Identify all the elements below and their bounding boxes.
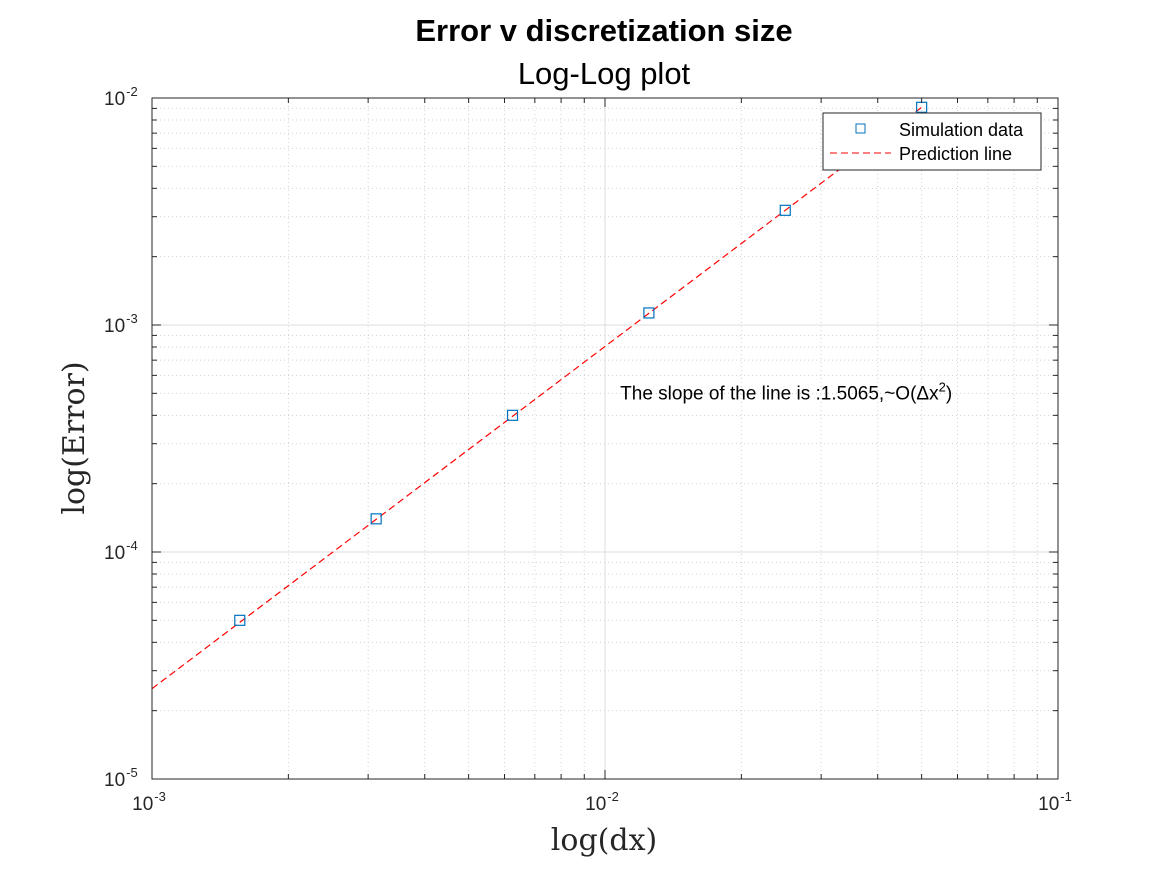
annotation-suffix: ) <box>946 383 952 404</box>
legend-box <box>822 112 1042 171</box>
annotation-prefix: The slope of the line is :1.5065,~O( <box>620 383 917 404</box>
y-axis-label: log(Error) <box>57 361 92 514</box>
x-axis-label: log(dx) <box>551 823 657 858</box>
legend-label-prediction: Prediction line <box>899 144 1012 164</box>
y-tick-exponent: -4 <box>126 538 138 553</box>
x-tick-label: 10-3 <box>132 789 166 815</box>
series-layer <box>151 101 928 690</box>
x-tick-exponent: -1 <box>1060 789 1072 804</box>
y-tick-exponent: -3 <box>126 311 138 326</box>
legend: Simulation data Prediction line <box>822 112 1042 171</box>
annotation-superscript: 2 <box>939 379 946 394</box>
y-tick-exponent: -2 <box>126 84 138 99</box>
prediction-line <box>151 106 922 690</box>
y-tick-label: 10-2 <box>104 84 138 110</box>
x-tick-exponent: -3 <box>154 789 166 804</box>
y-tick-labels: 10-5 10-4 10-3 10-2 <box>104 84 138 791</box>
y-tick-label: 10-4 <box>104 538 138 564</box>
legend-label-simulation: Simulation data <box>899 120 1024 140</box>
y-tick-label: 10-5 <box>104 765 138 791</box>
slope-annotation: The slope of the line is :1.5065,~O(Δx2) <box>620 379 952 404</box>
chart-subtitle: Log-Log plot <box>518 56 691 91</box>
y-tick-exponent: -5 <box>126 765 138 780</box>
data-point <box>370 513 382 525</box>
tick-marks <box>151 97 1059 780</box>
x-tick-label: 10-2 <box>585 789 619 815</box>
x-tick-exponent: -2 <box>607 789 619 804</box>
data-point <box>643 307 655 319</box>
slope-annotation-text: The slope of the line is :1.5065,~O(Δx2) <box>620 379 952 404</box>
plot-area <box>151 97 1059 780</box>
data-point <box>779 204 791 216</box>
annotation-symbol: Δx <box>916 383 939 404</box>
x-tick-labels: 10-3 10-2 10-1 <box>132 789 1072 815</box>
x-tick-label: 10-1 <box>1038 789 1072 815</box>
data-point <box>234 614 246 626</box>
chart-title: Error v discretization size <box>415 13 792 48</box>
legend-marker-simulation <box>855 123 866 134</box>
y-tick-label: 10-3 <box>104 311 138 337</box>
data-point <box>506 409 519 421</box>
